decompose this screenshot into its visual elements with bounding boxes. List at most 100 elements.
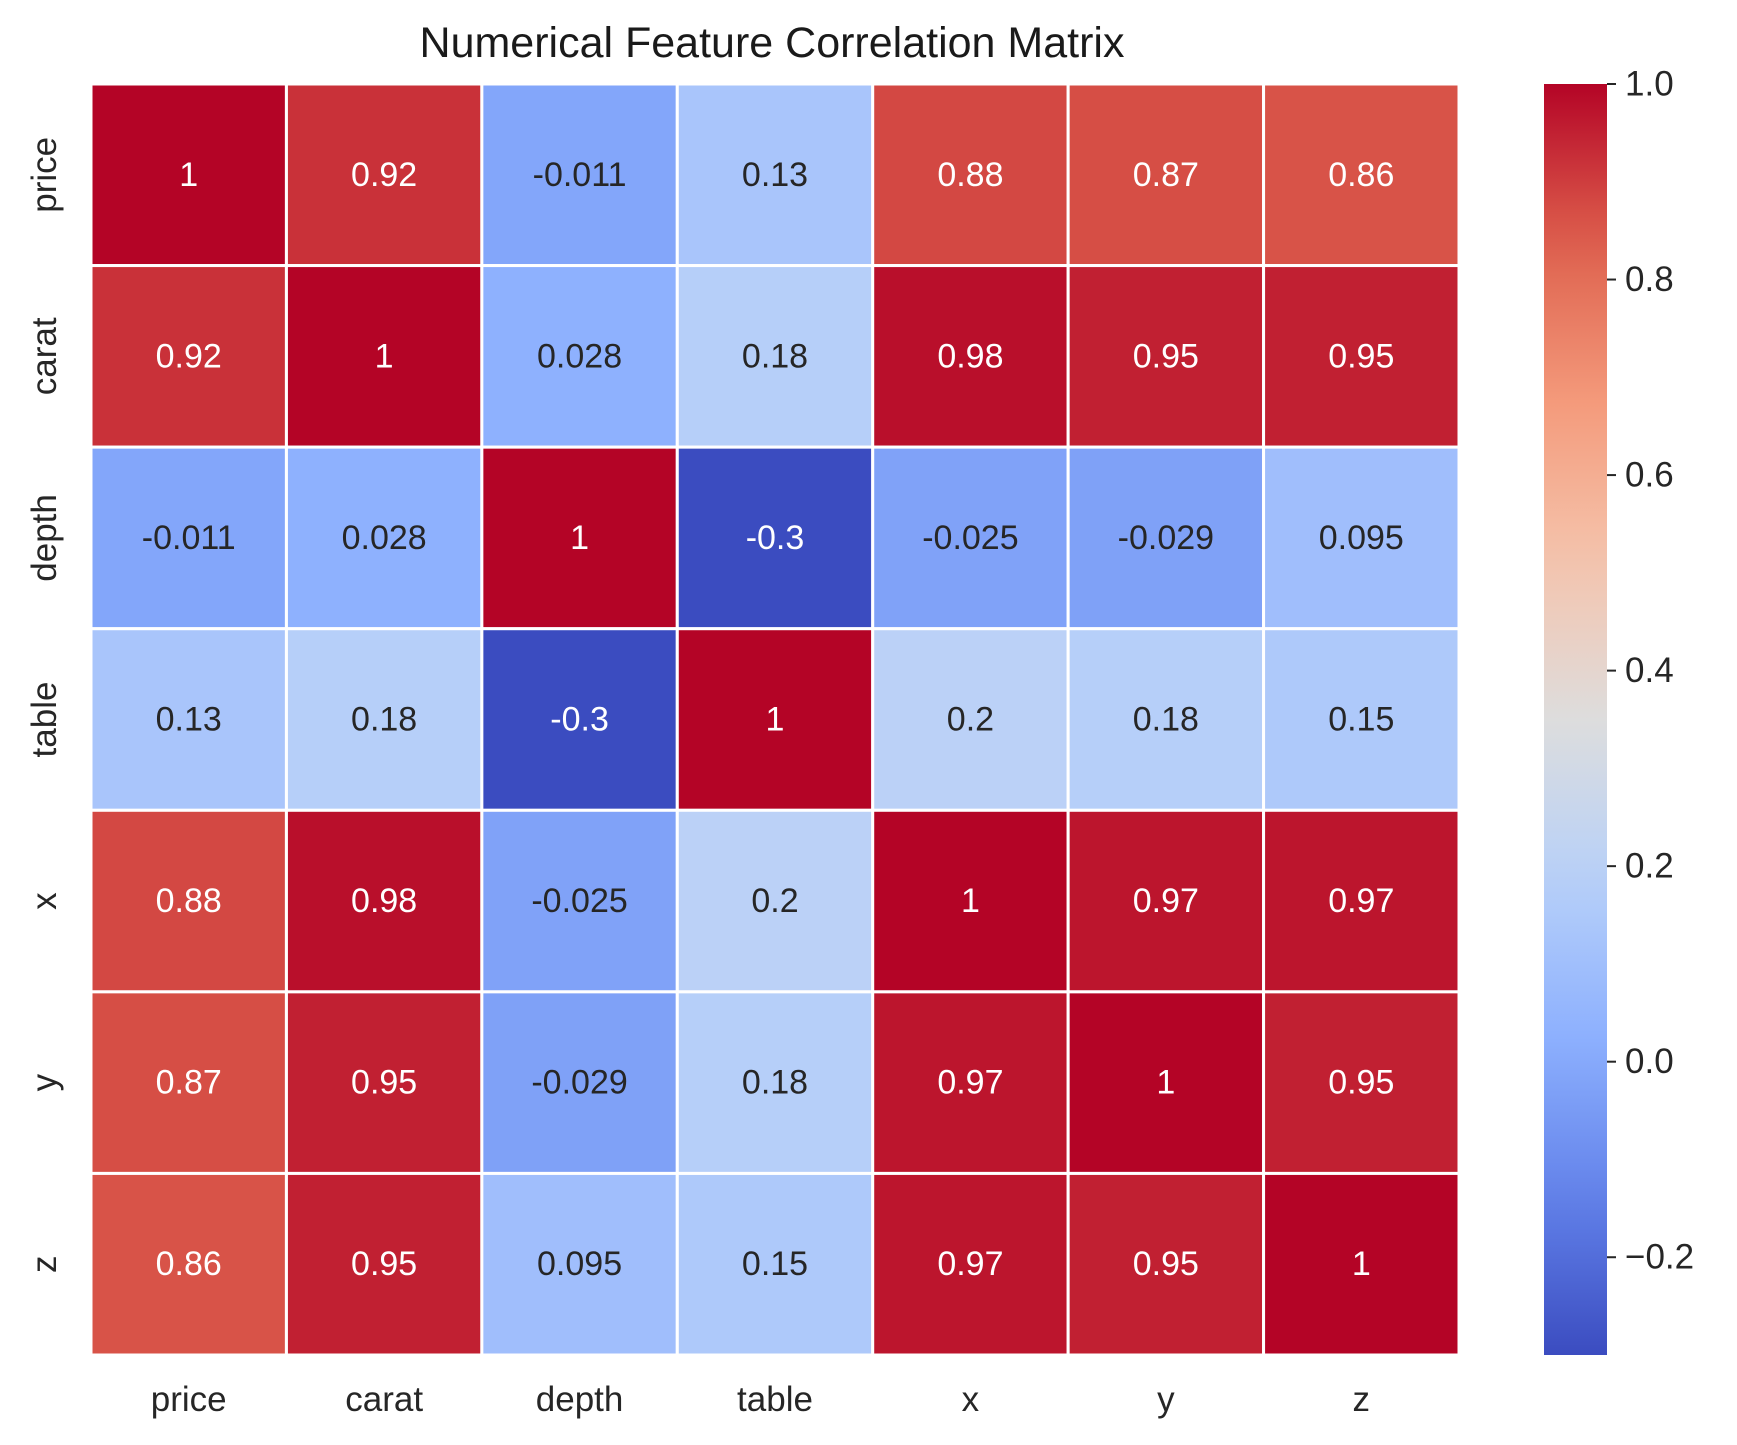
cell-value-label: -0.025 <box>922 519 1018 557</box>
heatmap-cell <box>284 990 484 1175</box>
cell-value-label: 0.98 <box>937 337 1003 375</box>
colorbar-tick-label: −0.2 <box>1625 1238 1694 1277</box>
cell-value-label: 0.95 <box>1328 337 1394 375</box>
colorbar-ticks: 1.0 0.8 0.6 0.4 0.2 0.0 −0.2 <box>1607 65 1694 1277</box>
heatmap-cell <box>871 445 1070 631</box>
y-tick-label: carat <box>25 317 64 395</box>
x-axis-tick-labels: price carat depth table x y z <box>151 1380 1370 1419</box>
y-tick-label: z <box>25 1255 64 1273</box>
cell-value-label: 0.98 <box>351 882 417 920</box>
colorbar-tick-label: 0.2 <box>1625 847 1674 886</box>
cell-value-label: 0.2 <box>947 701 994 739</box>
x-tick-label: y <box>1157 1380 1175 1419</box>
heatmap-cell <box>675 627 875 812</box>
cell-value-label: 0.97 <box>937 1245 1003 1283</box>
cell-value-label: 0.18 <box>742 337 808 375</box>
heatmap-cell <box>1262 445 1461 631</box>
cell-value-label: 1 <box>375 337 394 375</box>
y-tick-label: price <box>25 137 64 213</box>
x-tick-label: carat <box>345 1380 423 1419</box>
cell-value-label: 0.028 <box>537 337 622 375</box>
x-tick-label: price <box>151 1380 227 1419</box>
cell-value-label: 0.86 <box>156 1245 222 1283</box>
cell-value-label: 0.97 <box>937 1064 1003 1102</box>
heatmap-cell <box>89 82 288 268</box>
cell-value-label: 1 <box>570 519 589 557</box>
heatmap-cell <box>1262 1171 1461 1357</box>
cell-value-label: 0.18 <box>742 1064 808 1102</box>
heatmap-cell <box>1066 1171 1266 1357</box>
heatmap-cell <box>1066 627 1266 812</box>
heatmap-cell <box>284 627 484 812</box>
heatmap-cells <box>89 82 1461 1357</box>
cell-value-label: 0.2 <box>751 882 798 920</box>
cell-value-label: 0.15 <box>1328 701 1394 739</box>
chart-title: Numerical Feature Correlation Matrix <box>420 19 1125 67</box>
heatmap-cell <box>89 808 288 994</box>
heatmap-cell <box>675 990 875 1175</box>
cell-value-label: 0.18 <box>1133 701 1199 739</box>
x-tick-label: x <box>962 1380 980 1419</box>
cell-value-label: 0.13 <box>156 701 222 739</box>
heatmap-cell <box>871 1171 1070 1357</box>
cell-value-label: 1 <box>961 882 980 920</box>
x-tick-label: table <box>737 1380 813 1419</box>
cell-value-label: 0.95 <box>351 1245 417 1283</box>
cell-value-label: 0.15 <box>742 1245 808 1283</box>
colorbar-tick-label: 0.4 <box>1625 651 1674 690</box>
cell-value-label: 0.86 <box>1328 156 1394 194</box>
heatmap-cell <box>1262 990 1461 1175</box>
cell-value-label: 0.88 <box>156 882 222 920</box>
y-axis-tick-labels: price carat depth table x y z <box>25 137 64 1273</box>
y-tick-label: y <box>25 1073 64 1091</box>
colorbar-tick-label: 1.0 <box>1625 65 1674 104</box>
heatmap-cell <box>871 990 1070 1175</box>
heatmap-cell <box>89 1171 288 1357</box>
cell-value-label: 0.97 <box>1328 882 1394 920</box>
heatmap-cell <box>480 264 679 449</box>
colorbar-tick-label: 0.8 <box>1625 260 1674 299</box>
heatmap-cell <box>89 264 288 449</box>
cell-value-label: 1 <box>1352 1245 1371 1283</box>
cell-value-label: 0.095 <box>1319 519 1404 557</box>
cell-value-label: 0.95 <box>1133 1245 1199 1283</box>
cell-value-label: -0.011 <box>142 519 236 557</box>
heatmap-cell <box>480 445 679 631</box>
cell-value-label: 0.095 <box>537 1245 622 1283</box>
cell-value-label: 0.028 <box>342 519 427 557</box>
heatmap-cell <box>89 627 288 812</box>
heatmap-cell <box>284 445 484 631</box>
cell-value-label: -0.025 <box>531 882 627 920</box>
cell-value-label: 0.92 <box>351 156 417 194</box>
heatmap-cell <box>480 82 679 268</box>
heatmap-cell <box>675 82 875 268</box>
cell-value-label: 0.18 <box>351 701 417 739</box>
cell-value-label: 0.95 <box>351 1064 417 1102</box>
colorbar-tick-label: 0.0 <box>1625 1042 1674 1081</box>
cell-value-label: -0.029 <box>531 1064 627 1102</box>
x-tick-label: z <box>1353 1380 1371 1419</box>
cell-value-label: -0.3 <box>746 519 805 557</box>
cell-value-label: -0.011 <box>533 156 627 194</box>
y-tick-label: depth <box>25 494 64 582</box>
x-tick-label: depth <box>536 1380 624 1419</box>
y-tick-label: table <box>25 682 64 758</box>
cell-value-label: 1 <box>1156 1064 1175 1102</box>
heatmap-cell <box>675 445 875 631</box>
heatmap-cell <box>1066 82 1266 268</box>
cell-value-label: -0.3 <box>550 701 609 739</box>
colorbar-tick-label: 0.6 <box>1625 456 1674 495</box>
cell-value-label: 0.97 <box>1133 882 1199 920</box>
heatmap-cell <box>675 1171 875 1357</box>
cell-value-label: 0.88 <box>937 156 1003 194</box>
cell-value-label: 1 <box>179 156 198 194</box>
cell-value-label: 0.13 <box>742 156 808 194</box>
cell-value-label: 0.95 <box>1328 1064 1394 1102</box>
cell-value-label: 0.95 <box>1133 337 1199 375</box>
heatmap-cell <box>1066 445 1266 631</box>
heatmap-cell-labels: 1 0.92 -0.011 0.13 0.88 0.87 0.86 0.92 1 0.028 0.1… <box>142 156 1404 1283</box>
heatmap-cell <box>1262 627 1461 812</box>
cell-value-label: 0.87 <box>156 1064 222 1102</box>
heatmap-cell <box>480 1171 679 1357</box>
